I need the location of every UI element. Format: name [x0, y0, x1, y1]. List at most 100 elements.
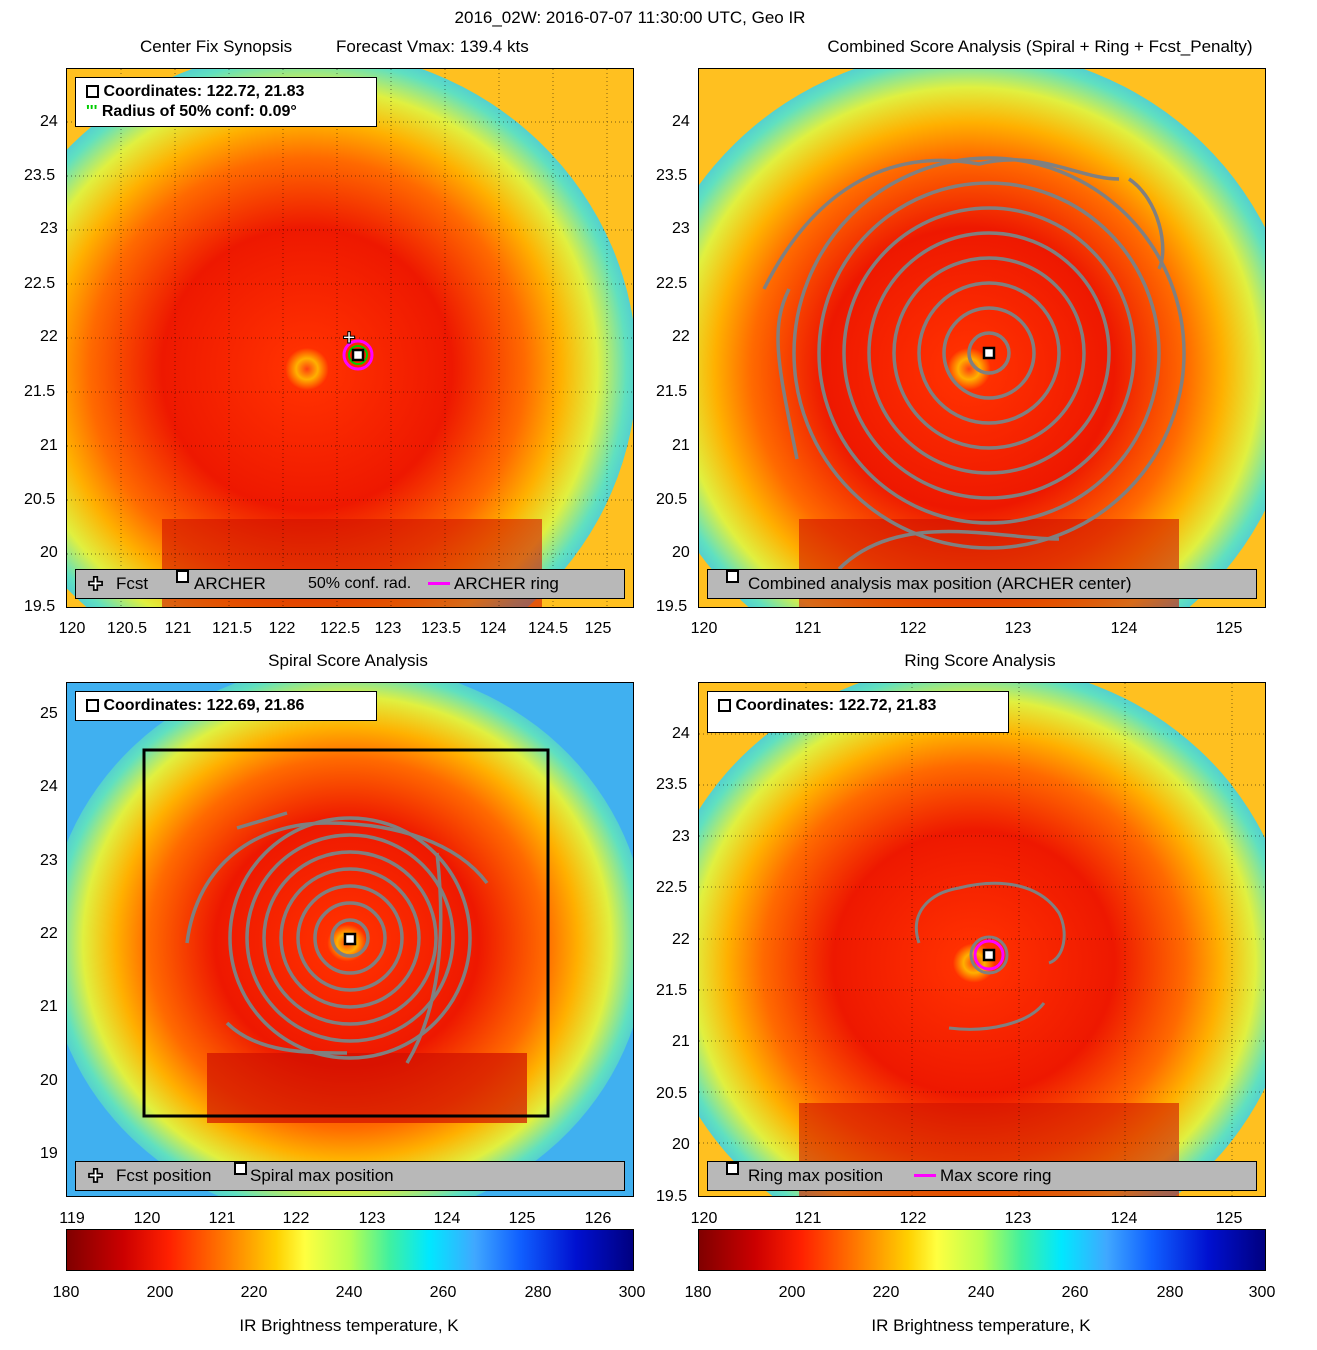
tick: 121 [794, 1210, 822, 1227]
tl-conf-circle [348, 345, 368, 365]
bl-coords: Coordinates: 122.69, 21.86 [103, 697, 305, 714]
tick: 260 [429, 1284, 457, 1301]
tick: 220 [872, 1284, 900, 1301]
tl-leg-conf: 50% conf. rad. [308, 575, 412, 592]
bl-contours [185, 811, 489, 1064]
tl-coords: Coordinates: 122.72, 21.83 [103, 83, 305, 100]
tick: 121 [164, 620, 192, 637]
tick: 19.5 [656, 1188, 688, 1205]
tick: 124 [1110, 1210, 1138, 1227]
bl-bottom-legend: ✚ Fcst position Spiral max position [75, 1161, 625, 1191]
tl-leg-fcst: Fcst [116, 574, 149, 593]
tick: 125 [508, 1210, 536, 1227]
tick: 121 [208, 1210, 236, 1227]
tick: 25 [40, 705, 58, 722]
tick: 124 [1110, 620, 1138, 637]
tick: 123 [358, 1210, 386, 1227]
tick: 23 [672, 220, 690, 237]
square-icon [86, 699, 99, 713]
tick: 20 [40, 1072, 58, 1089]
tick: 22 [40, 925, 58, 942]
tick: 24 [672, 113, 690, 130]
bl-leg-spiral: Spiral max position [250, 1166, 394, 1185]
tr-plot: Combined analysis max position (ARCHER c… [698, 68, 1266, 608]
br-max-ring [973, 939, 1005, 971]
tick: 240 [967, 1284, 995, 1301]
tick: 124 [433, 1210, 461, 1227]
tick: 20.5 [24, 491, 56, 508]
br-ring-marker [982, 948, 996, 962]
tl-radius: Radius of 50% conf: 0.09° [101, 103, 297, 120]
tr-title: Combined Score Analysis (Spiral + Ring +… [827, 37, 1253, 56]
tick: 122 [899, 1210, 927, 1227]
tick: 21.5 [24, 383, 56, 400]
tick: 123 [1004, 1210, 1032, 1227]
tick: 123 [1004, 620, 1032, 637]
tl-plot: + Coordinates: 122.72, 21.83 ''' Radius … [66, 68, 634, 608]
tick: 125 [1215, 620, 1243, 637]
tick: 120 [690, 1210, 718, 1227]
tick: 120 [58, 620, 86, 637]
tick: 122 [282, 1210, 310, 1227]
colorbar-right-label: IR Brightness temperature, K [871, 1316, 1091, 1335]
tl-title-right: Forecast Vmax: 139.4 kts [336, 37, 529, 56]
tick: 23.5 [656, 776, 688, 793]
bl-plot: Coordinates: 122.69, 21.86 ✚ Fcst positi… [66, 682, 634, 1197]
bl-info-box: Coordinates: 122.69, 21.86 [75, 691, 377, 721]
tl-fcst-marker: + [343, 325, 356, 350]
tick: 19 [40, 1145, 58, 1162]
tick: 23 [40, 220, 58, 237]
tick: 125 [584, 620, 612, 637]
tick: 24 [40, 113, 58, 130]
tick: 300 [1248, 1284, 1276, 1301]
tick: 126 [584, 1210, 612, 1227]
br-info-box: Coordinates: 122.72, 21.83 [707, 691, 1009, 733]
tick: 121 [794, 620, 822, 637]
tick: 22 [40, 328, 58, 345]
tick: 19.5 [656, 598, 688, 615]
figure-suptitle: 2016_02W: 2016-07-07 11:30:00 UTC, Geo I… [454, 8, 806, 27]
tick: 119 [59, 1210, 85, 1227]
tick: 21 [40, 998, 58, 1015]
tick: 180 [684, 1284, 712, 1301]
tick: 180 [52, 1284, 80, 1301]
conf-dash-icon: ''' [86, 103, 98, 120]
tick: 122.5 [319, 620, 361, 637]
tick: 120 [690, 620, 718, 637]
tick: 24 [40, 778, 58, 795]
tick: 22.5 [24, 275, 56, 292]
square-icon [86, 85, 99, 99]
tick: 122 [899, 620, 927, 637]
tick: 123 [374, 620, 402, 637]
br-plot: Coordinates: 122.72, 21.83 Ring max posi… [698, 682, 1266, 1197]
tick: 21 [672, 437, 690, 454]
tick: 220 [240, 1284, 268, 1301]
colorbar-left-label: IR Brightness temperature, K [239, 1316, 459, 1335]
tick: 124.5 [527, 620, 569, 637]
tl-title-left: Center Fix Synopsis [140, 37, 293, 56]
tl-archer-marker [351, 348, 365, 362]
tick: 280 [1156, 1284, 1184, 1301]
tick: 23 [40, 852, 58, 869]
tick: 260 [1061, 1284, 1089, 1301]
tr-leg: Combined analysis max position (ARCHER c… [748, 574, 1132, 593]
tick: 23.5 [656, 167, 688, 184]
tr-bottom-legend: Combined analysis max position (ARCHER c… [707, 569, 1257, 599]
tick: 24 [672, 725, 690, 742]
tick: 23 [672, 828, 690, 845]
bl-search-box [142, 748, 550, 1118]
ring-line-icon [428, 582, 450, 585]
tl-leg-archer: ARCHER [194, 574, 266, 593]
br-leg-ring-pos: Ring max position [748, 1166, 884, 1185]
tick: 125 [1215, 1210, 1243, 1227]
colorbar-left [66, 1229, 634, 1271]
tick: 22 [672, 328, 690, 345]
tick: 123.5 [420, 620, 462, 637]
bl-spiral-marker [343, 932, 357, 946]
tl-bottom-legend: ✚ Fcst ARCHER 50% conf. rad. ARCHER ring [75, 569, 625, 599]
tick: 23.5 [24, 167, 56, 184]
tick: 120 [133, 1210, 161, 1227]
ring-line-icon [914, 1174, 936, 1177]
tick: 20.5 [656, 1085, 688, 1102]
tick: 20.5 [656, 491, 688, 508]
